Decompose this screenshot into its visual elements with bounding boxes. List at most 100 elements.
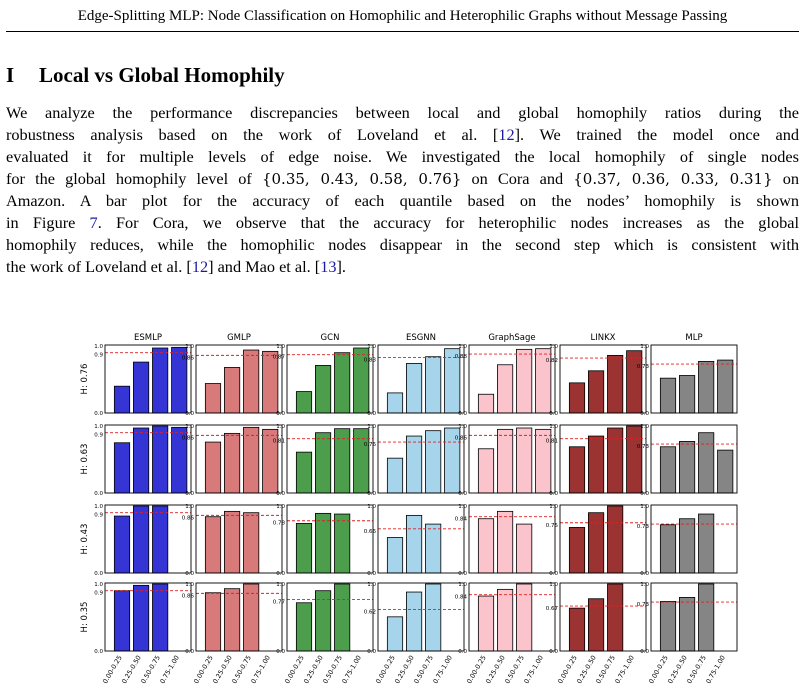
header-rule bbox=[6, 31, 799, 32]
paragraph-line: evaluated it for multiple levels of edge… bbox=[6, 146, 799, 168]
baseline-label: 0.9 bbox=[94, 591, 103, 597]
bar bbox=[659, 377, 677, 414]
panel-frame bbox=[195, 344, 283, 414]
bar bbox=[113, 515, 131, 574]
panel-frame bbox=[468, 504, 556, 574]
paragraph-line: for the global homophily level of {0.35,… bbox=[6, 168, 799, 190]
panel-frame bbox=[559, 424, 647, 494]
panel-frame bbox=[559, 582, 647, 652]
baseline-label: 0.86 bbox=[182, 435, 195, 441]
tick-label-top: 1.0 bbox=[549, 344, 558, 350]
bar bbox=[659, 524, 677, 574]
panel-frame bbox=[286, 344, 374, 414]
panel-frame bbox=[650, 424, 738, 494]
panel-frame bbox=[286, 424, 374, 494]
baseline-label: 0.87 bbox=[273, 355, 286, 361]
bar bbox=[698, 513, 715, 574]
body-paragraph: We analyze the performance discrepancies… bbox=[6, 102, 799, 278]
bar bbox=[626, 350, 643, 414]
baseline-label: 0.9 bbox=[94, 513, 103, 519]
bar bbox=[353, 428, 370, 494]
panel-frame bbox=[468, 424, 556, 494]
bar bbox=[386, 537, 404, 574]
citation-link[interactable]: 13 bbox=[320, 257, 337, 276]
tick-label-top: 1.0 bbox=[549, 504, 558, 510]
tick-label-top: 1.0 bbox=[458, 424, 467, 430]
panel-frame bbox=[195, 504, 283, 574]
tick-label-top: 1.0 bbox=[94, 504, 103, 510]
baseline-label: 0.81 bbox=[546, 439, 558, 445]
baseline-label: 0.86 bbox=[182, 593, 195, 599]
baseline-label: 0.82 bbox=[546, 358, 558, 364]
baseline-label: 0.73 bbox=[637, 364, 650, 370]
math-set: {0.37, 0.36, 0.33, 0.31} bbox=[573, 170, 773, 188]
baseline-label: 0.81 bbox=[273, 439, 285, 445]
panel-frame bbox=[104, 344, 192, 414]
bar bbox=[204, 592, 222, 652]
citation-link[interactable]: 12 bbox=[191, 257, 209, 276]
bar bbox=[315, 512, 332, 574]
tick-label-bottom: 0.0 bbox=[640, 649, 649, 655]
panel-frame bbox=[377, 504, 465, 574]
text-run: ]. bbox=[336, 257, 347, 276]
bar bbox=[243, 426, 260, 494]
panel-frame bbox=[650, 504, 738, 574]
citation-link[interactable]: 7 bbox=[89, 213, 98, 232]
bar bbox=[386, 457, 404, 494]
tick-label-bottom: 0.0 bbox=[276, 411, 285, 417]
homophily-bar-figure: ESMLP GMLP GCN ESGNN GraphSage LINKX MLP H: 0.7… bbox=[80, 333, 738, 685]
bar bbox=[334, 352, 351, 414]
citation-link[interactable]: 12 bbox=[498, 125, 515, 144]
tick-label-top: 1.0 bbox=[185, 344, 194, 350]
row-label: H: 0.35 bbox=[80, 602, 90, 633]
bar bbox=[588, 435, 605, 494]
bar bbox=[698, 361, 715, 414]
panel-frame bbox=[559, 504, 647, 574]
panel-frame bbox=[286, 582, 374, 652]
section-number: I bbox=[6, 63, 15, 87]
bar bbox=[679, 596, 696, 652]
bar bbox=[588, 370, 605, 414]
tick-label-top: 1.0 bbox=[185, 424, 194, 430]
bar bbox=[497, 428, 514, 494]
paragraph-line: Amazon. A bar plot for the accuracy of e… bbox=[6, 190, 799, 212]
bar bbox=[607, 583, 624, 652]
panel-frame bbox=[104, 504, 192, 574]
bar bbox=[588, 512, 605, 574]
paragraph-line: homophily reduces, while the homophilic … bbox=[6, 234, 799, 256]
bar bbox=[224, 510, 241, 574]
tick-label-top: 1.0 bbox=[458, 504, 467, 510]
bar bbox=[386, 392, 404, 414]
running-head: Edge-Splitting MLP: Node Classification … bbox=[77, 8, 728, 24]
bar bbox=[516, 427, 533, 494]
bar bbox=[516, 523, 533, 574]
bar bbox=[477, 393, 495, 414]
category-tick-label: 0.75-1.00 bbox=[158, 654, 181, 685]
bar bbox=[477, 448, 495, 494]
bar bbox=[425, 356, 442, 414]
tick-label-bottom: 0.0 bbox=[640, 491, 649, 497]
category-tick-label: 0.75-1.00 bbox=[704, 654, 727, 685]
tick-label-top: 1.0 bbox=[640, 582, 649, 588]
math-set: {0.35, 0.43, 0.58, 0.76} bbox=[261, 170, 462, 188]
bar bbox=[315, 432, 332, 494]
bar bbox=[113, 385, 131, 414]
tick-label-top: 1.0 bbox=[94, 582, 103, 588]
bar bbox=[607, 427, 624, 494]
text-run: We analyze the performance discrepancies… bbox=[6, 103, 799, 122]
tick-label-bottom: 0.0 bbox=[367, 491, 376, 497]
bar bbox=[152, 583, 169, 652]
tick-label-bottom: 0.0 bbox=[458, 411, 467, 417]
baseline-label: 0.86 bbox=[182, 355, 195, 361]
panel-frame bbox=[377, 344, 465, 414]
bar bbox=[295, 523, 313, 574]
tick-label-top: 1.0 bbox=[276, 424, 285, 430]
bar bbox=[425, 583, 442, 652]
bar bbox=[568, 382, 586, 414]
panel-frame bbox=[650, 582, 738, 652]
tick-label-top: 1.0 bbox=[185, 582, 194, 588]
bar bbox=[204, 441, 222, 494]
tick-label-bottom: 0.0 bbox=[549, 411, 558, 417]
model-title: MLP bbox=[685, 333, 702, 343]
bar bbox=[204, 516, 222, 574]
